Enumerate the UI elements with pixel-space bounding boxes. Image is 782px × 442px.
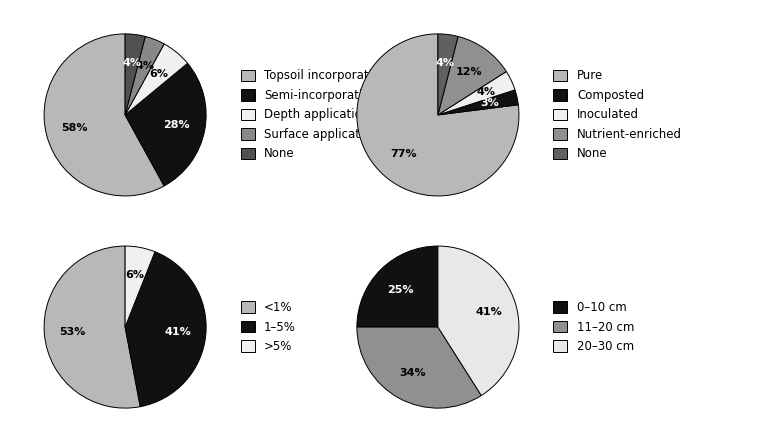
Text: 12%: 12%: [456, 67, 482, 77]
Text: 6%: 6%: [125, 271, 145, 280]
Text: 58%: 58%: [61, 123, 88, 133]
Wedge shape: [438, 36, 506, 115]
Wedge shape: [44, 246, 140, 408]
Wedge shape: [125, 252, 206, 407]
Text: 28%: 28%: [163, 120, 190, 130]
Text: 4%: 4%: [122, 57, 142, 68]
Text: 6%: 6%: [149, 69, 168, 79]
Text: 4%: 4%: [476, 88, 495, 98]
Legend: Topsoil incorporation, Semi-incorporation, Depth application, Surface applicatio: Topsoil incorporation, Semi-incorporatio…: [241, 69, 387, 160]
Legend: Pure, Composted, Inoculated, Nutrient-enriched, None: Pure, Composted, Inoculated, Nutrient-en…: [554, 69, 682, 160]
Text: 3%: 3%: [480, 99, 499, 108]
Wedge shape: [125, 44, 188, 115]
Text: 25%: 25%: [387, 285, 414, 295]
Wedge shape: [125, 34, 145, 115]
Legend: <1%, 1–5%, >5%: <1%, 1–5%, >5%: [241, 301, 296, 353]
Wedge shape: [438, 90, 518, 115]
Text: 41%: 41%: [164, 327, 191, 337]
Text: 34%: 34%: [400, 368, 426, 378]
Text: 77%: 77%: [389, 149, 416, 160]
Text: 53%: 53%: [59, 327, 86, 337]
Wedge shape: [438, 34, 458, 115]
Wedge shape: [125, 246, 155, 327]
Text: 4%: 4%: [435, 57, 454, 68]
Wedge shape: [125, 36, 164, 115]
Wedge shape: [44, 34, 164, 196]
Wedge shape: [125, 63, 206, 186]
Text: 41%: 41%: [475, 307, 502, 317]
Wedge shape: [357, 246, 438, 327]
Legend: 0–10 cm, 11–20 cm, 20–30 cm: 0–10 cm, 11–20 cm, 20–30 cm: [554, 301, 634, 353]
Wedge shape: [438, 72, 515, 115]
Wedge shape: [438, 246, 519, 396]
Wedge shape: [357, 34, 519, 196]
Text: 4%: 4%: [135, 61, 154, 71]
Wedge shape: [357, 327, 482, 408]
